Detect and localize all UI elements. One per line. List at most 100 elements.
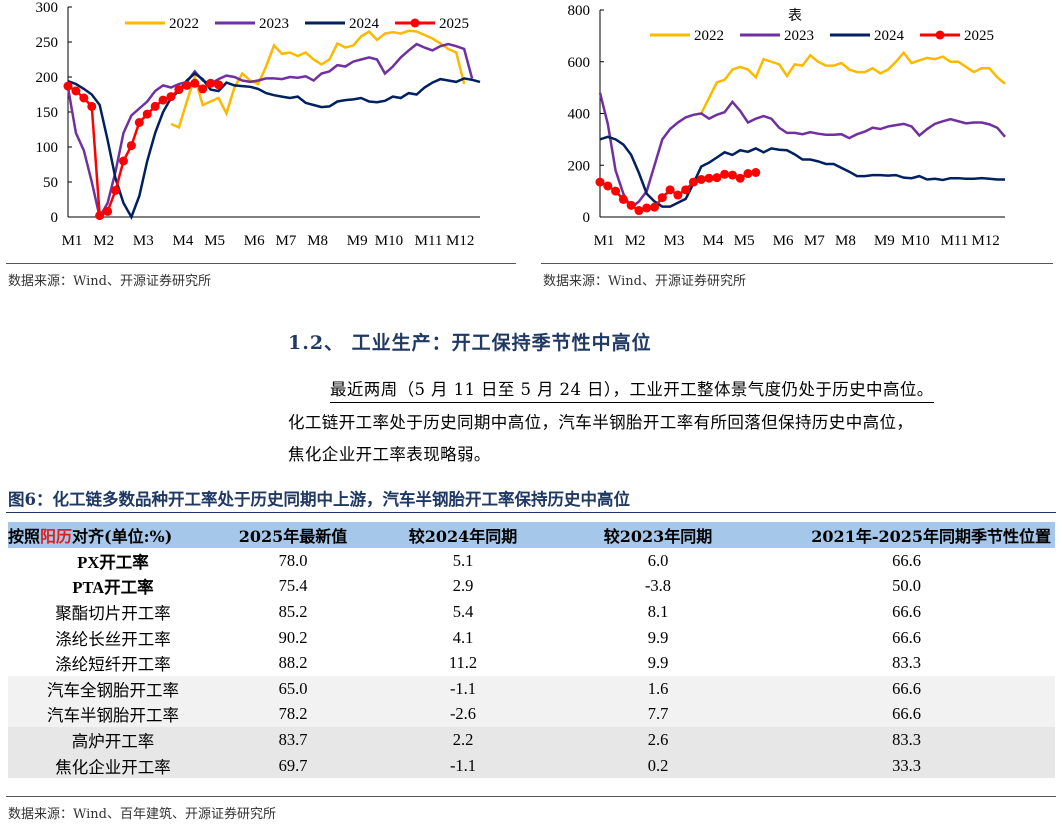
data-point-2025 bbox=[673, 190, 683, 200]
figure-title: 图6：化工链多数品种开工率处于历史同期中上游，汽车半钢胎开工率保持历史中高位 bbox=[8, 490, 630, 509]
divider bbox=[6, 263, 516, 264]
x-tick-label: M2 bbox=[625, 233, 646, 249]
vs-2023: 6.0 bbox=[647, 550, 669, 570]
paragraph-line-1: 最近两周（5 月 11 日至 5 月 24 日），工业开工整体景气度仍处于历史中… bbox=[330, 376, 934, 403]
divider bbox=[6, 796, 1056, 797]
table-row: 汽车全钢胎开工率 65.0 -1.1 1.6 66.6 bbox=[8, 675, 1055, 702]
data-point-2025 bbox=[206, 78, 216, 88]
vs-2024: -1.1 bbox=[368, 752, 558, 779]
data-point-2025 bbox=[182, 80, 192, 90]
latest-value: 85.2 bbox=[278, 601, 308, 621]
vs-2024: 5.1 bbox=[452, 550, 474, 570]
x-tick-label: M1 bbox=[62, 233, 83, 249]
legend-label: 2022 bbox=[694, 28, 724, 44]
y-tick-label: 800 bbox=[568, 3, 591, 19]
x-tick-label: M7 bbox=[804, 233, 825, 249]
y-tick-label: 0 bbox=[51, 210, 59, 226]
y-tick-label: 300 bbox=[36, 0, 59, 16]
latest-value: 65.0 bbox=[218, 675, 368, 702]
seasonal-position: 66.6 bbox=[758, 701, 1055, 728]
data-point-2025 bbox=[626, 200, 636, 210]
legend-label: 2023 bbox=[259, 16, 289, 32]
x-tick-label: M8 bbox=[835, 233, 856, 249]
vs-2024: 5.4 bbox=[452, 601, 474, 621]
latest-value: 78.0 bbox=[278, 550, 308, 570]
header-latest: 2025年最新值 bbox=[218, 522, 368, 548]
table-row: 涤纶长丝开工率 90.2 4.1 9.9 66.6 bbox=[8, 625, 1055, 651]
header-seasonal: 2021年-2025年同期季节性位置 bbox=[758, 522, 1055, 548]
data-point-2025 bbox=[696, 174, 706, 184]
data-point-2025 bbox=[103, 206, 113, 216]
y-tick-label: 200 bbox=[568, 158, 591, 174]
data-point-2025 bbox=[704, 173, 714, 183]
table-row: 聚酯切片开工率 85.2 5.4 8.1 66.6 bbox=[8, 599, 1055, 625]
x-tick-label: M1 bbox=[594, 233, 615, 249]
x-tick-label: M6 bbox=[244, 233, 265, 249]
data-point-2025 bbox=[665, 185, 675, 195]
vs-2023: -3.8 bbox=[644, 576, 672, 596]
legend-label: 2023 bbox=[784, 28, 814, 44]
data-point-2025 bbox=[87, 101, 97, 111]
series-line-2024 bbox=[67, 71, 481, 220]
seasonal-position: 66.6 bbox=[892, 627, 921, 647]
vs-2024: -1.1 bbox=[368, 675, 558, 702]
data-point-2025 bbox=[634, 206, 644, 216]
header-label: 按照 bbox=[8, 527, 41, 546]
x-tick-label: M10 bbox=[901, 233, 929, 249]
data-point-2025 bbox=[134, 118, 144, 127]
row-label: PX开工率 bbox=[77, 552, 149, 572]
data-point-2025 bbox=[63, 81, 73, 91]
vs-2024: 4.1 bbox=[452, 627, 474, 647]
legend-label: 2022 bbox=[169, 16, 199, 32]
y-tick-label: 600 bbox=[568, 55, 591, 71]
data-point-2025 bbox=[158, 95, 168, 105]
x-tick-label: M11 bbox=[415, 233, 443, 249]
vs-2024: 2.2 bbox=[368, 727, 558, 753]
x-tick-label: M5 bbox=[734, 233, 755, 249]
x-tick-label: M4 bbox=[173, 233, 194, 249]
x-tick-label: M2 bbox=[93, 233, 114, 249]
latest-value: 83.7 bbox=[218, 727, 368, 753]
vs-2023: 2.6 bbox=[558, 727, 758, 753]
data-point-2025 bbox=[111, 185, 121, 195]
y-tick-label: 0 bbox=[583, 210, 591, 226]
data-point-2025 bbox=[712, 173, 722, 183]
x-tick-label: M7 bbox=[276, 233, 297, 249]
paragraph-line-2: 化工链开工率处于历史同期中高位，汽车半钢胎开工率有所回落但保持历史中高位， bbox=[288, 413, 914, 432]
row-label: 高炉开工率 bbox=[8, 727, 218, 753]
section-heading: 1.2、 工业生产：开工保持季节性中高位 bbox=[288, 332, 652, 354]
x-tick-label: M9 bbox=[347, 233, 368, 249]
data-point-2025 bbox=[190, 78, 200, 88]
left-chart: 0 50 100 150 200 250 300 M1 M2 M3 M4 M5 M6 M7 M8 M9 M10 M… bbox=[36, 0, 481, 249]
paragraph-line-3: 焦化企业开工率表现略弱。 bbox=[288, 445, 491, 464]
table-row: 涤纶短纤开工率 88.2 11.2 9.9 83.3 bbox=[8, 650, 1055, 676]
vs-2023: 9.9 bbox=[647, 627, 669, 647]
legend-marker bbox=[935, 30, 945, 40]
data-point-2025 bbox=[150, 101, 160, 111]
data-point-2025 bbox=[166, 92, 176, 102]
latest-value: 75.4 bbox=[278, 576, 308, 596]
table-row: 高炉开工率 83.7 2.2 2.6 83.3 bbox=[8, 727, 1055, 753]
y-tick-label: 200 bbox=[36, 70, 59, 86]
data-point-2025 bbox=[118, 156, 128, 166]
seasonal-position: 83.3 bbox=[892, 653, 921, 673]
y-tick-label: 400 bbox=[568, 107, 591, 123]
data-point-2025 bbox=[198, 84, 208, 94]
legend-label: 2024 bbox=[349, 16, 380, 32]
x-tick-label: M6 bbox=[773, 233, 794, 249]
chart-title: 表 bbox=[788, 8, 802, 24]
vs-2023: 8.1 bbox=[647, 601, 669, 621]
table-row: PTA开工率 75.4 2.9 -3.8 50.0 bbox=[8, 574, 1055, 600]
y-tick-label: 100 bbox=[36, 140, 59, 156]
latest-value: 90.2 bbox=[278, 627, 308, 647]
row-label: 汽车半钢胎开工率 bbox=[8, 701, 218, 728]
vs-2024: 11.2 bbox=[448, 653, 478, 673]
x-tick-label: M4 bbox=[703, 233, 724, 249]
table-row: PX开工率 78.0 5.1 6.0 66.6 bbox=[8, 548, 1055, 574]
seasonal-position: 66.6 bbox=[758, 675, 1055, 702]
legend-label: 2024 bbox=[874, 28, 905, 44]
divider bbox=[541, 263, 1053, 264]
chart-source-right: 数据来源：Wind、开源证券研究所 bbox=[543, 274, 746, 289]
data-point-2025 bbox=[126, 141, 136, 151]
legend-marker bbox=[410, 18, 420, 28]
